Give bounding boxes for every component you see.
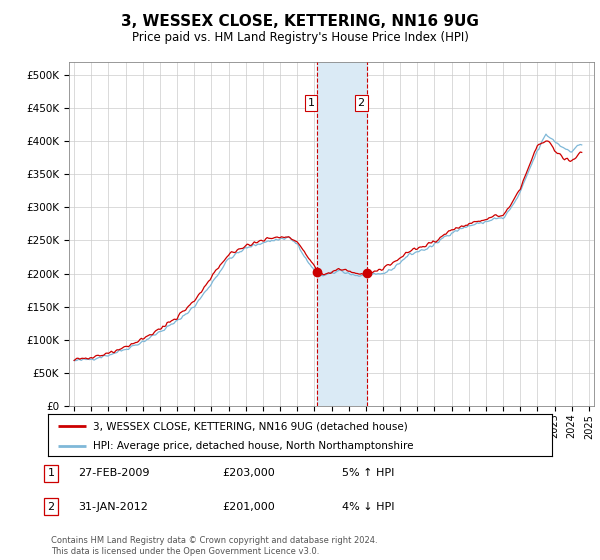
Bar xyxy=(317,62,367,406)
Text: 2: 2 xyxy=(358,98,365,108)
Text: 1: 1 xyxy=(307,98,314,108)
Text: £203,000: £203,000 xyxy=(222,468,275,478)
Text: Price paid vs. HM Land Registry's House Price Index (HPI): Price paid vs. HM Land Registry's House … xyxy=(131,31,469,44)
Text: Contains HM Land Registry data © Crown copyright and database right 2024.
This d: Contains HM Land Registry data © Crown c… xyxy=(51,536,377,556)
Text: 4% ↓ HPI: 4% ↓ HPI xyxy=(342,502,395,512)
Text: 31-JAN-2012: 31-JAN-2012 xyxy=(78,502,148,512)
Text: 1: 1 xyxy=(47,468,55,478)
Text: 3, WESSEX CLOSE, KETTERING, NN16 9UG (detached house): 3, WESSEX CLOSE, KETTERING, NN16 9UG (de… xyxy=(94,421,408,431)
Text: 2: 2 xyxy=(47,502,55,512)
Text: HPI: Average price, detached house, North Northamptonshire: HPI: Average price, detached house, Nort… xyxy=(94,441,414,451)
Text: 3, WESSEX CLOSE, KETTERING, NN16 9UG: 3, WESSEX CLOSE, KETTERING, NN16 9UG xyxy=(121,14,479,29)
Text: £201,000: £201,000 xyxy=(222,502,275,512)
Text: 27-FEB-2009: 27-FEB-2009 xyxy=(78,468,149,478)
Text: 5% ↑ HPI: 5% ↑ HPI xyxy=(342,468,394,478)
